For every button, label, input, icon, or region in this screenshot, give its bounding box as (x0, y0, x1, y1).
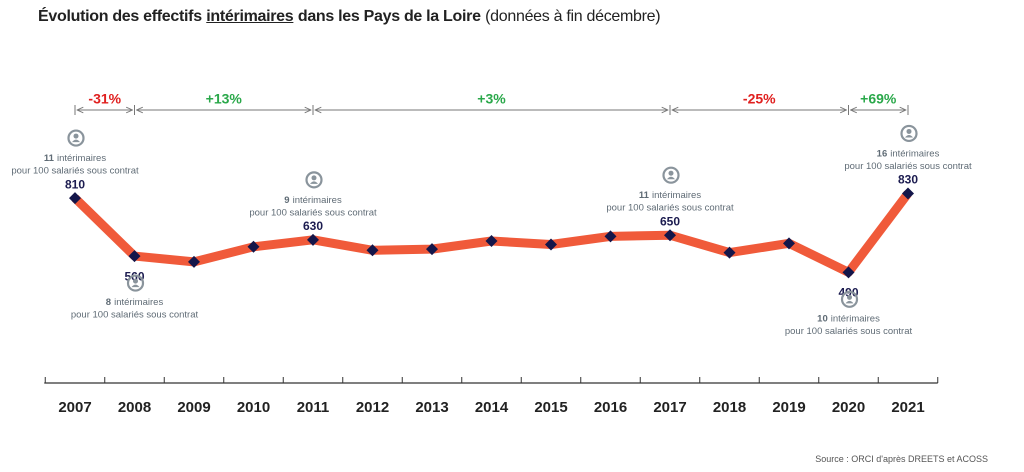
annotation-count: 9 (284, 194, 289, 205)
annotation-subtext: pour 100 salariés sous contrat (71, 310, 199, 321)
point-marker (128, 250, 141, 263)
annotation: 8 intérimaires (106, 297, 164, 308)
x-tick-label: 2019 (772, 399, 805, 416)
x-tick-label: 2009 (177, 399, 210, 416)
x-tick-label: 2011 (297, 399, 330, 416)
point-marker (604, 230, 617, 243)
icon (662, 166, 680, 184)
icon (840, 290, 859, 308)
icon (311, 175, 317, 181)
x-tick-label: 2014 (475, 399, 509, 416)
annotation-text: intérimaires (652, 190, 701, 201)
point-marker (902, 187, 914, 200)
x-tick-label: 2012 (356, 399, 389, 416)
icon (72, 139, 80, 143)
icon (133, 278, 138, 284)
annotation-subtext: pour 100 salariés sous contrat (785, 326, 913, 337)
annotation: 11 intérimaires (44, 153, 106, 164)
icon (73, 133, 79, 139)
annotation-subtext: pour 100 salariés sous contrat (606, 203, 734, 214)
x-tick-label: 2017 (653, 399, 686, 416)
annotation-subtext: pour 100 salariés sous contrat (11, 166, 139, 177)
annotation-text: intérimaires (890, 148, 939, 159)
source: Source : ORCI d'après DREETS et ACOSS (815, 454, 988, 464)
line (71, 190, 912, 277)
x-tick-label: 2018 (713, 399, 746, 416)
point-marker (485, 235, 498, 247)
icon (667, 176, 675, 180)
point-marker (188, 255, 200, 268)
icon (126, 274, 145, 292)
icon (67, 129, 85, 147)
annotation-subtext: pour 100 salariés sous contrat (844, 161, 972, 172)
annotation: 11 intérimaires (639, 190, 701, 201)
point-marker (723, 246, 736, 259)
period-change: -31% (88, 91, 121, 107)
annotation-count: 8 (106, 297, 111, 308)
point-marker (366, 244, 379, 257)
icon (905, 134, 913, 138)
icon (305, 171, 323, 189)
annotation: 10 intérimaires (817, 313, 880, 324)
point-marker (783, 237, 795, 250)
period-change: +3% (477, 91, 506, 107)
x-tick-label: 2010 (237, 399, 270, 416)
annotation-text: intérimaires (293, 194, 342, 205)
icon (310, 181, 318, 184)
title: Évolution des effectifs intérimaires dans … (38, 8, 661, 26)
icon (131, 284, 140, 288)
x-tick-label: 2013 (415, 399, 448, 416)
x-tick-label: 2021 (891, 399, 924, 416)
point-marker (69, 192, 81, 205)
x-tick-label: 2016 (594, 399, 627, 416)
annotation-count: 10 (817, 313, 828, 324)
x-tick-label: 2020 (832, 399, 865, 416)
subtitle: (données à fin décembre) (485, 8, 661, 25)
period-change: +13% (206, 91, 243, 107)
x-tick-label: 2007 (58, 399, 91, 416)
period-change: -25% (743, 91, 776, 107)
title-part: Évolution des effectifs (38, 8, 202, 25)
period-change: +69% (860, 91, 897, 107)
point-marker (426, 243, 438, 256)
title-part: intérimaires (206, 8, 294, 25)
data-label: 810 (65, 177, 85, 191)
annotation-count: 16 (877, 148, 888, 159)
point-marker (842, 266, 855, 279)
icon (906, 128, 912, 134)
annotation: 16 intérimaires (877, 148, 940, 159)
annotation-subtext: pour 100 salariés sous contrat (249, 207, 377, 218)
x-tick-label: 2015 (534, 399, 567, 416)
icon (847, 294, 852, 300)
annotation-text: intérimaires (831, 313, 880, 324)
data-label: 630 (303, 219, 323, 233)
annotation-text: intérimaires (114, 297, 163, 308)
title-part: dans les Pays de la Loire (297, 8, 481, 25)
point-marker (247, 240, 260, 253)
annotation-count: 11 (44, 153, 55, 164)
annotation-text: intérimaires (57, 153, 106, 164)
annotation: 9 intérimaires (284, 194, 342, 205)
point-marker (664, 229, 676, 242)
point-marker (307, 233, 319, 246)
x-tick-label: 2008 (118, 399, 151, 416)
annotation-count: 11 (639, 190, 650, 201)
icon (845, 300, 854, 304)
point-marker (545, 238, 557, 251)
icon (668, 170, 674, 176)
icon (900, 124, 918, 143)
data-label: 830 (898, 173, 918, 187)
data-label: 650 (660, 214, 680, 228)
